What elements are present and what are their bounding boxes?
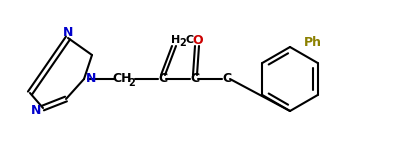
Text: Ph: Ph	[304, 35, 322, 48]
Text: C: C	[222, 72, 232, 85]
Text: C: C	[186, 35, 194, 45]
Text: CH: CH	[112, 72, 132, 85]
Text: 2: 2	[129, 78, 135, 88]
Text: C: C	[158, 72, 168, 85]
Text: N: N	[63, 26, 73, 40]
Text: N: N	[31, 104, 41, 117]
Text: N: N	[86, 72, 96, 85]
Text: H: H	[171, 35, 181, 45]
Text: O: O	[193, 34, 203, 47]
Text: 2: 2	[180, 38, 186, 48]
Text: C: C	[191, 72, 199, 85]
